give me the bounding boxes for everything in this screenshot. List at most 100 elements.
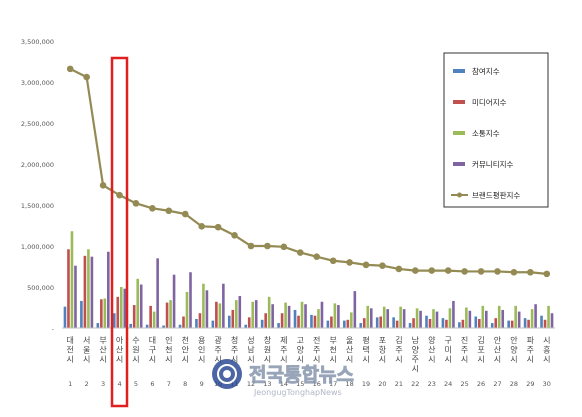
line-point: [477, 268, 485, 275]
x-category-label: 김: [477, 335, 484, 345]
line-point: [165, 207, 173, 215]
bar: [366, 305, 370, 328]
bar: [369, 308, 373, 328]
bar: [112, 313, 116, 328]
bar: [300, 301, 304, 328]
line-point: [346, 259, 353, 266]
x-rank-label: 19: [362, 380, 370, 388]
x-category-label: 산: [346, 345, 354, 355]
x-category-label: 용: [198, 336, 205, 345]
x-category-label: 안: [510, 335, 518, 345]
x-category-label: 대: [67, 336, 74, 345]
x-category-label: 시: [329, 355, 336, 364]
line-point: [149, 204, 156, 212]
x-rank-label: 1: [68, 380, 72, 388]
line-point: [444, 267, 452, 274]
line-point: [83, 73, 90, 81]
line-point: [66, 65, 74, 73]
line-series: [66, 65, 551, 278]
line-point: [329, 257, 337, 265]
bar: [129, 323, 132, 328]
x-category-label: 원: [264, 346, 271, 355]
bar: [510, 320, 514, 328]
bar: [402, 309, 406, 328]
x-rank-label: 9: [200, 380, 204, 388]
x-rank-label: 24: [444, 380, 452, 388]
x-axis: 대전시1서울시2부산시3아산시4수원시5대구시6인천시7천안시8용인시9광주시1…: [62, 327, 555, 388]
line-point: [379, 262, 386, 269]
x-category-label: 아: [116, 335, 124, 345]
bar: [215, 301, 218, 328]
x-category-label: 김: [395, 335, 402, 345]
bar: [182, 316, 185, 328]
x-rank-label: 16: [313, 380, 321, 388]
x-category-label: 천: [329, 345, 336, 355]
bar: [198, 313, 202, 328]
x-rank-label: 8: [183, 380, 187, 388]
bar-series-4: [74, 251, 554, 328]
bar: [100, 299, 103, 328]
bar: [254, 300, 258, 328]
x-category-label: 시: [395, 355, 402, 364]
bar: [136, 278, 139, 328]
bar: [474, 316, 478, 328]
bar: [251, 301, 255, 328]
y-tick-label: 2,500,000: [21, 120, 54, 128]
bar: [228, 315, 231, 328]
line-point: [214, 223, 222, 231]
x-rank-label: 22: [411, 380, 419, 388]
highlight-box: [110, 56, 129, 408]
x-rank-label: 25: [460, 380, 468, 388]
x-rank-label: 28: [510, 380, 518, 388]
bar: [540, 315, 543, 328]
bar: [392, 317, 395, 328]
x-category-label: 남: [247, 346, 255, 355]
bar: [70, 231, 74, 328]
legend-swatch: [453, 162, 465, 166]
bar: [90, 256, 94, 328]
line-point: [428, 267, 436, 274]
x-category-label: 주: [231, 346, 238, 355]
bar: [448, 308, 452, 328]
line-point: [116, 191, 123, 199]
x-rank-label: 5: [134, 380, 138, 388]
x-category-label: 평: [362, 335, 369, 345]
bar: [465, 307, 468, 328]
bar-series-2: [67, 249, 547, 328]
bar: [379, 316, 382, 328]
x-category-label: 전: [313, 335, 320, 345]
x-category-label: 시: [346, 355, 353, 364]
bar: [514, 305, 517, 328]
x-category-label: 고: [297, 336, 304, 345]
bar: [517, 311, 521, 328]
bar: [235, 300, 238, 328]
bar: [481, 305, 485, 328]
line-point: [362, 261, 370, 269]
bar: [530, 309, 534, 328]
x-category-label: 안: [182, 345, 190, 355]
line-point: [264, 242, 271, 250]
bar: [346, 319, 350, 328]
x-category-label: 시: [543, 336, 550, 345]
bar: [362, 318, 366, 328]
bar: [494, 318, 498, 328]
bar: [310, 314, 313, 328]
bar: [419, 310, 422, 328]
bar: [432, 309, 435, 328]
bar: [169, 300, 172, 328]
bar-series-3: [70, 231, 550, 328]
x-rank-label: 20: [378, 380, 386, 388]
x-category-label: 대: [149, 336, 156, 345]
y-tick-label: 1,000,000: [21, 243, 54, 251]
bar: [132, 305, 136, 328]
line-point: [296, 249, 304, 256]
bar-series-1: [63, 300, 543, 328]
bar: [156, 258, 159, 328]
bar: [238, 296, 242, 328]
bar: [452, 300, 455, 328]
bar: [119, 287, 123, 328]
x-category-label: 포: [379, 336, 386, 345]
x-category-label: 주: [280, 346, 287, 355]
